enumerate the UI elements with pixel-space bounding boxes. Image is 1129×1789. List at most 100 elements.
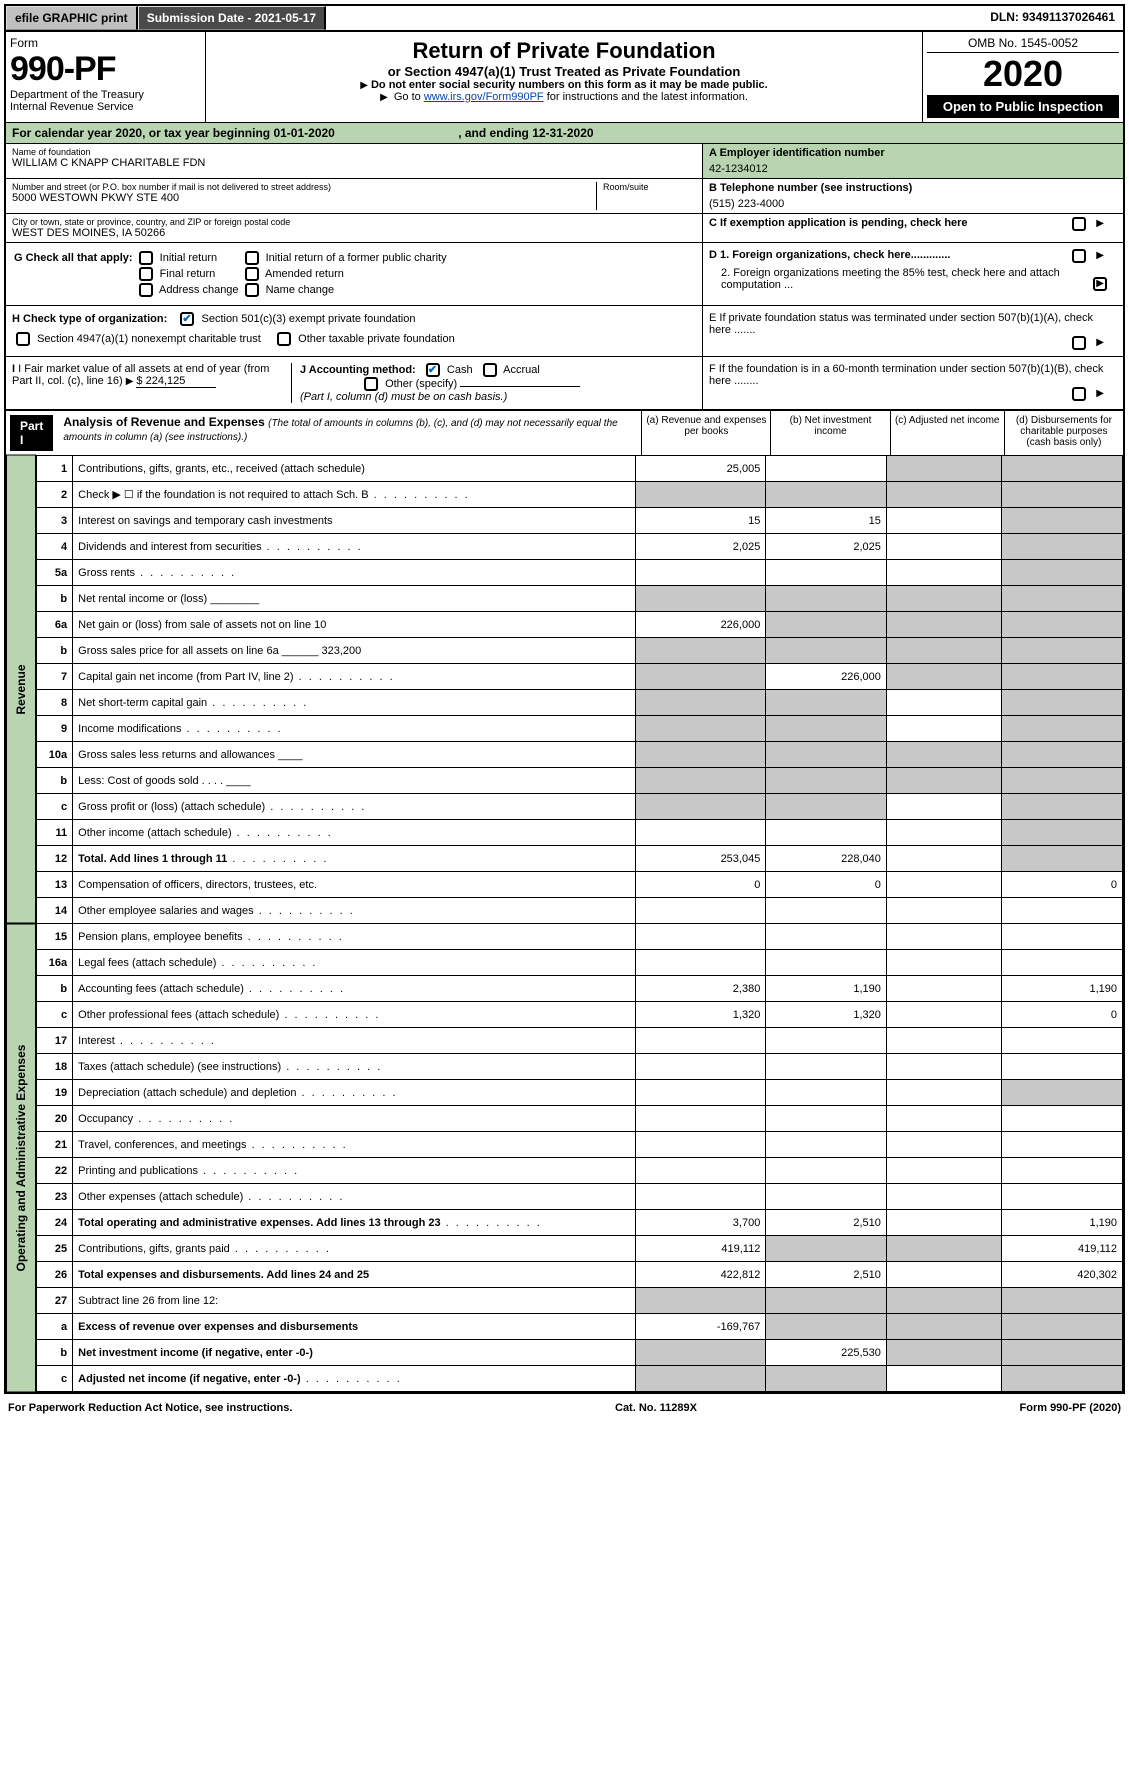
line-col-d	[1002, 534, 1123, 560]
line-description: Subtract line 26 from line 12:	[73, 1288, 636, 1314]
cash-checkbox[interactable]	[426, 363, 440, 377]
line-description: Printing and publications	[73, 1158, 636, 1184]
line-col-d	[1002, 560, 1123, 586]
amended-return-checkbox[interactable]	[245, 267, 259, 281]
form-subtitle: or Section 4947(a)(1) Trust Treated as P…	[212, 64, 916, 79]
line-description: Net gain or (loss) from sale of assets n…	[73, 612, 636, 638]
exemption-pending-label: C If exemption application is pending, c…	[709, 217, 968, 229]
table-row: cOther professional fees (attach schedul…	[37, 1002, 1123, 1028]
foundation-name: WILLIAM C KNAPP CHARITABLE FDN	[12, 157, 696, 169]
table-row: bGross sales price for all assets on lin…	[37, 638, 1123, 664]
line-col-b	[766, 716, 887, 742]
line-number: 2	[37, 482, 73, 508]
irs-link[interactable]: www.irs.gov/Form990PF	[424, 91, 544, 103]
foreign-85-checkbox[interactable]	[1093, 277, 1107, 291]
line-col-a	[635, 1028, 766, 1054]
line-col-a	[635, 794, 766, 820]
accrual-checkbox[interactable]	[483, 363, 497, 377]
line-description: Depreciation (attach schedule) and deple…	[73, 1080, 636, 1106]
line-col-d	[1002, 586, 1123, 612]
line-col-c	[886, 1314, 1002, 1340]
line-col-c	[886, 976, 1002, 1002]
other-method-checkbox[interactable]	[364, 377, 378, 391]
line-col-a	[635, 586, 766, 612]
line-col-c	[886, 924, 1002, 950]
line-col-d	[1002, 742, 1123, 768]
table-row: 6aNet gain or (loss) from sale of assets…	[37, 612, 1123, 638]
table-row: 2Check ▶ ☐ if the foundation is not requ…	[37, 482, 1123, 508]
exemption-checkbox[interactable]	[1072, 217, 1086, 231]
initial-return-checkbox[interactable]	[139, 251, 153, 265]
line-col-d: 1,190	[1002, 1210, 1123, 1236]
line-description: Other professional fees (attach schedule…	[73, 1002, 636, 1028]
line-col-b	[766, 820, 887, 846]
phone-label: B Telephone number (see instructions)	[709, 182, 1117, 194]
line-col-a	[635, 924, 766, 950]
line-number: 18	[37, 1054, 73, 1080]
line-col-d	[1002, 1366, 1123, 1392]
line-col-d	[1002, 482, 1123, 508]
other-taxable-checkbox[interactable]	[277, 332, 291, 346]
60month-checkbox[interactable]	[1072, 387, 1086, 401]
line-col-a	[635, 768, 766, 794]
initial-former-checkbox[interactable]	[245, 251, 259, 265]
ein-value: 42-1234012	[709, 159, 1117, 175]
line-col-c	[886, 1288, 1002, 1314]
line-number: 15	[37, 924, 73, 950]
line-col-d	[1002, 846, 1123, 872]
line-col-b	[766, 794, 887, 820]
header-left: Form 990-PF Department of the Treasury I…	[6, 32, 206, 122]
line-col-c	[886, 820, 1002, 846]
address-change-checkbox[interactable]	[139, 283, 153, 297]
line-number: 26	[37, 1262, 73, 1288]
side-label-column: Revenue Operating and Administrative Exp…	[6, 455, 36, 1392]
city-value: WEST DES MOINES, IA 50266	[12, 227, 696, 239]
name-change-checkbox[interactable]	[245, 283, 259, 297]
line-number: 7	[37, 664, 73, 690]
table-row: 16aLegal fees (attach schedule)	[37, 950, 1123, 976]
line-col-c	[886, 664, 1002, 690]
dept-label: Department of the Treasury	[10, 89, 201, 101]
terminated-checkbox[interactable]	[1072, 336, 1086, 350]
col-a-header: (a) Revenue and expenses per books	[641, 411, 770, 455]
phone-value: (515) 223-4000	[709, 194, 1117, 210]
table-row: 27Subtract line 26 from line 12:	[37, 1288, 1123, 1314]
table-row: 26Total expenses and disbursements. Add …	[37, 1262, 1123, 1288]
line-description: Less: Cost of goods sold . . . . ____	[73, 768, 636, 794]
line-number: 6a	[37, 612, 73, 638]
501c3-checkbox[interactable]	[180, 312, 194, 326]
part1-grid: Revenue Operating and Administrative Exp…	[6, 455, 1123, 1392]
table-row: 13Compensation of officers, directors, t…	[37, 872, 1123, 898]
table-row: 17Interest	[37, 1028, 1123, 1054]
line-col-b	[766, 612, 887, 638]
table-row: bAccounting fees (attach schedule)2,3801…	[37, 976, 1123, 1002]
line-col-a: 253,045	[635, 846, 766, 872]
line-col-c	[886, 456, 1002, 482]
line-number: 25	[37, 1236, 73, 1262]
line-col-b: 225,530	[766, 1340, 887, 1366]
line-col-c	[886, 1236, 1002, 1262]
line-number: 9	[37, 716, 73, 742]
line-col-c	[886, 1080, 1002, 1106]
cash-basis-note: (Part I, column (d) must be on cash basi…	[300, 391, 507, 403]
4947-checkbox[interactable]	[16, 332, 30, 346]
line-number: 14	[37, 898, 73, 924]
line-col-c	[886, 1132, 1002, 1158]
line-col-a	[635, 716, 766, 742]
line-number: 4	[37, 534, 73, 560]
address-value: 5000 WESTOWN PKWY STE 400	[12, 192, 596, 204]
line-col-a: 2,380	[635, 976, 766, 1002]
line-number: 13	[37, 872, 73, 898]
table-row: 1Contributions, gifts, grants, etc., rec…	[37, 456, 1123, 482]
line-col-d	[1002, 820, 1123, 846]
submission-date-button[interactable]: Submission Date - 2021-05-17	[138, 6, 326, 30]
form-number: 990-PF	[10, 50, 201, 89]
final-return-checkbox[interactable]	[139, 267, 153, 281]
tax-year: 2020	[927, 53, 1119, 95]
line-col-d	[1002, 664, 1123, 690]
line-col-b: 2,510	[766, 1210, 887, 1236]
line-col-b: 0	[766, 872, 887, 898]
foreign-org-checkbox[interactable]	[1072, 249, 1086, 263]
efile-print-button[interactable]: efile GRAPHIC print	[6, 6, 138, 30]
table-row: 15Pension plans, employee benefits	[37, 924, 1123, 950]
